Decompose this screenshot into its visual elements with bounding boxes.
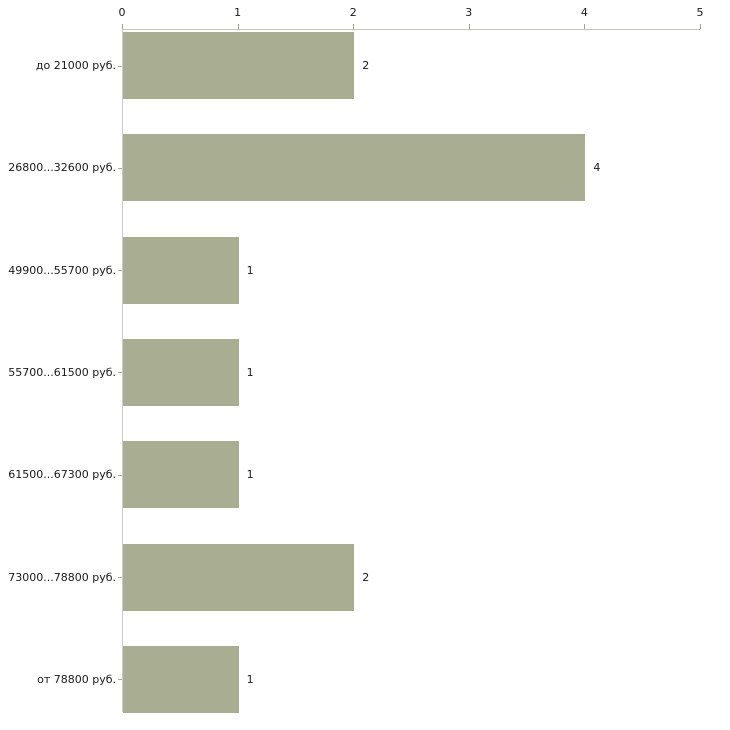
bar-row: 26800...32600 руб. 4 — [8, 134, 700, 202]
value-axis-tick-label: 0 — [118, 6, 126, 19]
category-axis-tick — [118, 372, 122, 374]
category-label: 49900...55700 руб. — [8, 263, 116, 277]
value-label: 2 — [362, 570, 370, 584]
bar-row: 55700...61500 руб. 1 — [8, 338, 700, 406]
value-axis-tick — [468, 24, 470, 29]
value-label: 2 — [362, 59, 370, 72]
value-label: 1 — [246, 672, 254, 686]
category-axis-tick — [118, 474, 122, 476]
bar-row: 61500...67300 руб. 1 — [8, 441, 700, 509]
value-axis-tick — [584, 24, 586, 29]
bar-row: до 21000 руб. 2 — [36, 32, 700, 99]
category-label: от 78800 руб. — [37, 672, 116, 686]
value-label: 1 — [246, 468, 254, 482]
value-axis-tick — [122, 24, 123, 29]
category-axis-tick — [118, 679, 122, 681]
category-label: до 21000 руб. — [35, 59, 116, 72]
category-label: 73000...78800 руб. — [8, 570, 116, 584]
category-label: 26800...32600 руб. — [8, 161, 116, 175]
category-axis-tick — [118, 167, 122, 169]
bar — [123, 134, 586, 202]
bar — [123, 645, 239, 713]
plot-area: 0 1 2 3 4 5 до 21000 руб. 2 26800...32600 руб. 4 4… — [8, 6, 704, 713]
value-axis-tick-label: 3 — [465, 6, 473, 19]
category-label: 61500...67300 руб. — [8, 468, 116, 482]
bar-row: 49900...55700 руб. 1 — [8, 236, 700, 304]
bar — [123, 441, 239, 509]
category-label: 55700...61500 руб. — [8, 365, 116, 379]
category-axis-tick — [118, 270, 122, 272]
bar — [123, 543, 355, 611]
value-axis-tick — [700, 24, 701, 29]
value-label: 1 — [246, 263, 254, 277]
value-axis-tick-label: 2 — [349, 6, 357, 19]
category-axis-tick — [118, 65, 122, 67]
value-axis-tick-label: 4 — [580, 6, 588, 19]
value-label: 1 — [246, 365, 254, 379]
value-label: 4 — [593, 161, 601, 175]
value-axis-tick — [353, 24, 355, 29]
bar-row: 73000...78800 руб. 2 — [8, 543, 700, 611]
bar-row: от 78800 руб. 1 — [37, 645, 700, 713]
value-axis-tick-label: 1 — [234, 6, 242, 19]
bar — [123, 236, 239, 304]
category-axis-tick — [118, 577, 122, 579]
bar — [123, 338, 239, 406]
value-axis-tick — [237, 24, 239, 29]
value-axis-tick-label: 5 — [696, 6, 704, 19]
bar — [123, 32, 355, 99]
